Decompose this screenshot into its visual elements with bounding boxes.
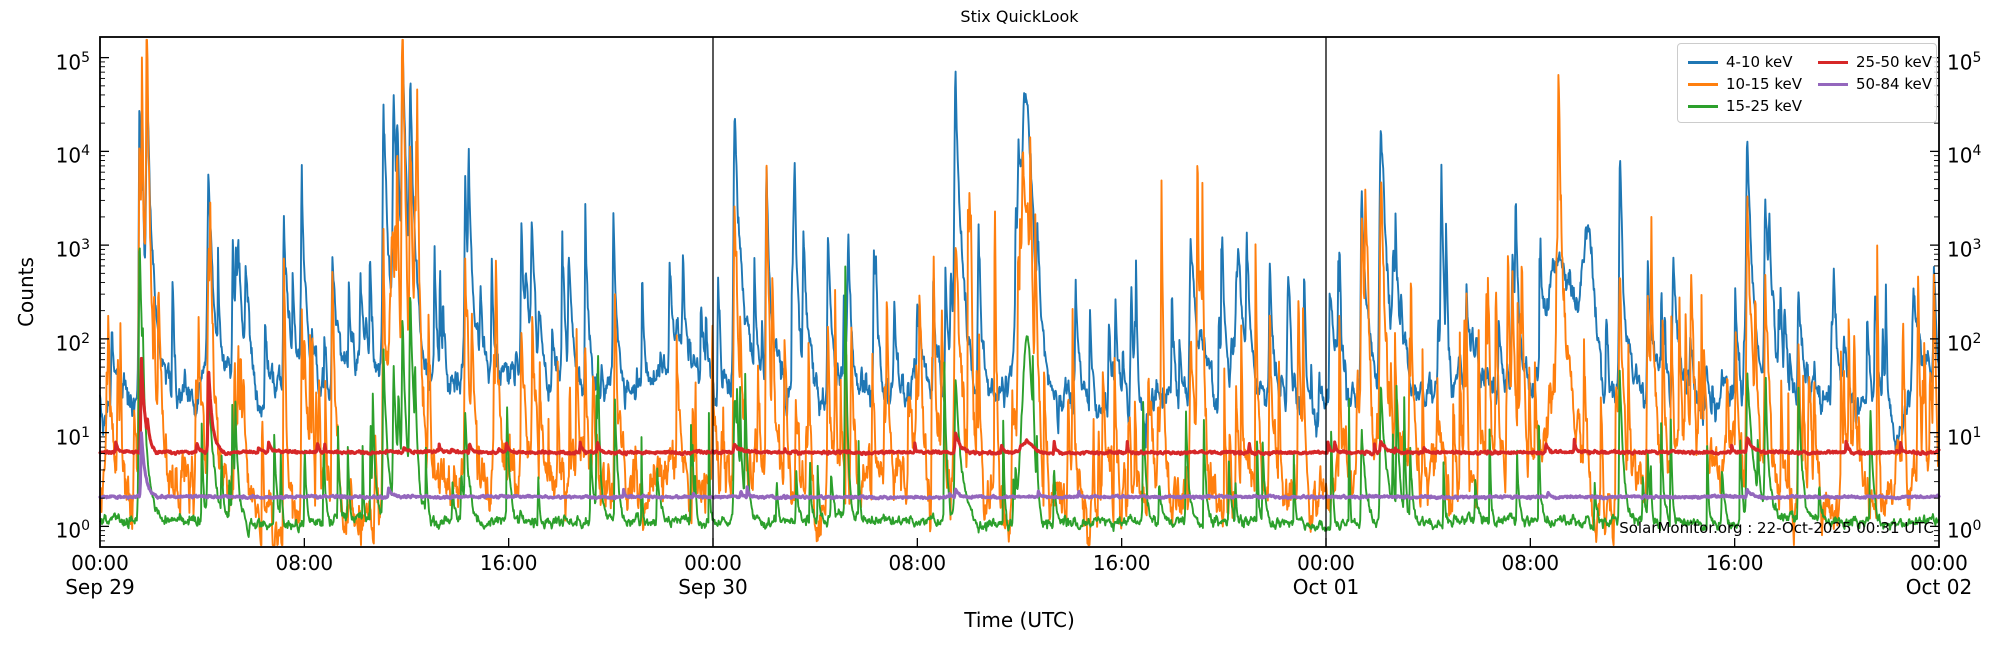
legend: 4-10 keV 10-15 keV 15-25 keV 25-50 keV 5… <box>1677 43 1937 123</box>
legend-item-25-50-kev: 25-50 keV <box>1818 51 1932 73</box>
x-date-label-sep-30: Sep 30 <box>678 575 748 599</box>
legend-label: 25-50 keV <box>1856 53 1932 71</box>
legend-line-swatch-icon <box>1688 60 1718 64</box>
series-line-25-50-kev <box>98 356 1941 457</box>
x-tick-label-32h: 08:00 <box>888 551 947 575</box>
y-tick-label-right-10e4: 104 <box>1947 143 1982 169</box>
legend-item-10-15-kev: 10-15 keV <box>1688 73 1818 95</box>
y-tick-label-right-10e5: 105 <box>1947 49 1982 75</box>
y-tick-label-right-10e3: 103 <box>1947 237 1982 262</box>
legend-line-swatch-icon <box>1688 104 1718 108</box>
legend-label: 15-25 keV <box>1726 97 1802 115</box>
x-date-label-sep-29: Sep 29 <box>65 575 135 599</box>
y-tick-label-left-10e5: 105 <box>55 49 90 75</box>
legend-item-50-84-kev: 50-84 keV <box>1818 73 1932 95</box>
series-line-15-25-kev <box>99 247 1940 538</box>
x-tick-label-48h: 00:00 <box>1297 551 1355 575</box>
x-tick-label-24h: 00:00 <box>684 551 742 575</box>
x-tick-label-16h: 16:00 <box>479 551 538 575</box>
plot-frame <box>99 36 1940 548</box>
y-tick-label-left-10e2: 102 <box>55 330 90 356</box>
legend-item-4-10-kev: 4-10 keV <box>1688 51 1818 73</box>
y-tick-label-right-10e0: 100 <box>1947 518 1982 544</box>
series-line-4-10-kev <box>99 48 1940 452</box>
series-line-50-84-kev <box>98 431 1941 501</box>
legend-line-swatch-icon <box>1818 60 1848 64</box>
y-tick-label-right-10e2: 102 <box>1947 330 1982 356</box>
legend-label: 10-15 keV <box>1726 75 1802 93</box>
legend-label: 50-84 keV <box>1856 75 1932 93</box>
y-tick-label-right-10e1: 101 <box>1947 424 1982 450</box>
x-tick-label-56h: 08:00 <box>1501 551 1560 575</box>
y-tick-label-left-10e1: 101 <box>55 424 90 450</box>
y-tick-label-left-10e4: 104 <box>55 143 90 169</box>
x-tick-label-72h: 00:00 <box>1910 551 1968 575</box>
watermark-annotation: SolarMonitor.org : 22-Oct-2025 00:31 UTC <box>1619 519 1934 537</box>
x-tick-label-40h: 16:00 <box>1092 551 1151 575</box>
legend-line-swatch-icon <box>1818 82 1848 86</box>
x-tick-label-0h: 00:00 <box>71 551 129 575</box>
y-tick-label-left-10e3: 103 <box>55 237 90 262</box>
chart-title: Stix QuickLook <box>960 7 1079 26</box>
x-tick-label-8h: 08:00 <box>275 551 334 575</box>
series-line-10-15-kev <box>99 38 1940 547</box>
legend-line-swatch-icon <box>1688 82 1718 86</box>
x-axis-label: Time (UTC) <box>964 608 1075 632</box>
legend-label: 4-10 keV <box>1726 53 1793 71</box>
x-date-label-oct-02: Oct 02 <box>1905 575 1973 599</box>
x-date-label-oct-01: Oct 01 <box>1292 575 1360 599</box>
y-tick-label-left-10e0: 100 <box>55 518 90 544</box>
legend-item-15-25-kev: 15-25 keV <box>1688 95 1818 117</box>
x-tick-label-64h: 16:00 <box>1705 551 1764 575</box>
